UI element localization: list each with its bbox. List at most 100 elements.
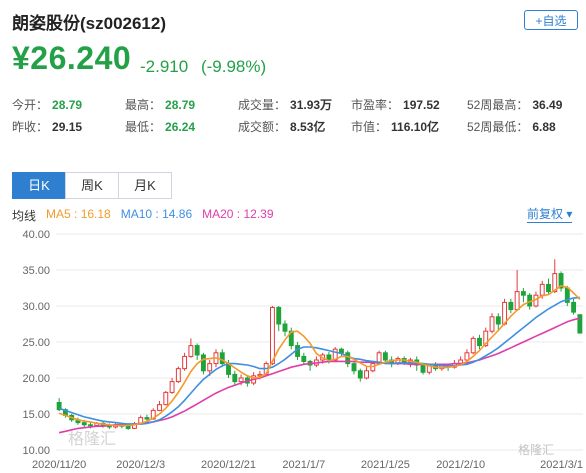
stat-value: 28.79 [165, 98, 196, 112]
change-amount: -2.910 [140, 57, 189, 76]
candle-body [157, 404, 162, 411]
stock-title: 朗姿股份(sz002612) [12, 14, 167, 33]
candle-body [464, 352, 470, 361]
x-tick-label: 2020/11/20 [32, 459, 86, 471]
candle-body [301, 355, 307, 362]
y-tick-label: 25.00 [22, 337, 50, 349]
stat-value: 36.49 [532, 98, 563, 112]
candle-body [520, 291, 526, 296]
candle-body [163, 391, 169, 406]
candle-body [270, 306, 275, 365]
stat-low: 最低： 26.24 [125, 118, 195, 135]
stat-value: 6.88 [532, 120, 556, 134]
candle-body [238, 377, 244, 383]
candle-body [125, 425, 131, 429]
tab-weekly-k[interactable]: 周K [65, 172, 119, 199]
y-tick-label: 30.00 [22, 301, 50, 313]
stat-value: 116.10亿 [391, 120, 440, 134]
add-to-watchlist-button[interactable]: +自选 [524, 10, 578, 30]
stat-open: 今开： 28.79 [12, 96, 82, 113]
ma10-line [58, 296, 580, 425]
stat-value: 31.93万 [290, 98, 333, 112]
candle-body [56, 401, 62, 411]
stat-pe: 市盈率： 197.52 [351, 96, 440, 113]
y-tick-label: 10.00 [22, 445, 50, 457]
candle-body [577, 314, 583, 334]
y-tick-label: 40.00 [22, 229, 50, 241]
x-tick-label: 2021/1/7 [282, 459, 325, 471]
candle-body [558, 273, 564, 289]
stat-label: 昨收： [12, 120, 49, 134]
stat-label: 52周最高： [467, 98, 529, 112]
candle-body [420, 364, 426, 373]
candle-body [508, 301, 514, 311]
y-tick-label: 15.00 [22, 409, 50, 421]
stat-value: 28.79 [52, 98, 83, 112]
candle-body [188, 345, 194, 357]
candle-body [194, 345, 200, 356]
stat-label: 最低： [125, 120, 162, 134]
x-tick-label: 2021/3/1 [540, 459, 583, 471]
candle-body [81, 422, 87, 426]
watermark-logo: 格隆汇 [518, 442, 554, 457]
stat-label: 今开： [12, 98, 49, 112]
legend-ma10: MA10 : 14.86 [120, 207, 193, 221]
candle-body [276, 306, 282, 325]
candle-body [495, 316, 501, 325]
ma20-line [58, 317, 581, 434]
y-tick-label: 20.00 [22, 373, 50, 385]
candle-body [200, 354, 206, 372]
stat-label: 成交量： [238, 98, 287, 112]
candle-body [382, 352, 388, 361]
stat-52w-high: 52周最高： 36.49 [467, 96, 562, 113]
candle-body [470, 337, 476, 354]
stat-label: 最高： [125, 98, 162, 112]
candle-body [552, 273, 558, 293]
change-percent: (-9.98%) [200, 57, 267, 76]
candle-body [546, 283, 551, 293]
candle-body [351, 363, 357, 372]
candle-body [339, 348, 344, 354]
candle-body [571, 301, 577, 313]
stat-52w-low: 52周最低： 6.88 [467, 118, 556, 135]
legend-ma5: MA5 : 16.18 [46, 207, 111, 221]
stat-value: 197.52 [403, 98, 440, 112]
stat-high: 最高： 28.79 [125, 96, 195, 113]
candle-body [345, 352, 351, 365]
stat-value: 8.53亿 [290, 120, 326, 134]
candle-body [539, 283, 545, 296]
ma5-line [58, 284, 581, 427]
kline-period-tabs: 日K 周K 月K [12, 172, 172, 199]
legend-prefix: 均线 [12, 209, 37, 223]
kline-chart: 40.00 35.00 30.00 25.00 20.00 15.00 10.00 2020/… [22, 229, 583, 471]
candle-body [364, 370, 369, 379]
x-tick-label: 2020/12/3 [116, 459, 165, 471]
stat-label: 市值： [351, 120, 388, 134]
stat-value: 29.15 [52, 120, 83, 134]
stat-label: 成交额： [238, 120, 287, 134]
candle-body [175, 368, 181, 383]
ma-legend: 均线 MA5 : 16.18 MA10 : 14.86 MA20 : 12.39 [12, 207, 274, 224]
x-tick-label: 2020/12/21 [201, 459, 256, 471]
stat-market-cap: 市值： 116.10亿 [351, 118, 439, 135]
candle-body [169, 381, 175, 393]
current-price: ¥26.240 [12, 40, 132, 76]
price-change: -2.910 (-9.98%) [140, 57, 266, 77]
stat-prev-close: 昨收： 29.15 [12, 118, 82, 135]
x-tick-label: 2021/1/25 [361, 459, 410, 471]
tab-daily-k[interactable]: 日K [12, 172, 66, 199]
candle-body [88, 424, 93, 427]
candle-body [357, 370, 363, 379]
candle-body [483, 330, 489, 347]
y-tick-label: 35.00 [22, 265, 50, 277]
candle-body [489, 316, 495, 332]
x-tick-label: 2021/2/10 [436, 459, 485, 471]
stat-volume: 成交量： 31.93万 [238, 96, 332, 113]
stat-label: 市盈率： [351, 98, 400, 112]
tab-monthly-k[interactable]: 月K [118, 172, 172, 199]
candle-body [257, 373, 263, 377]
adjust-mode-dropdown[interactable]: 前复权 ▾ [527, 207, 573, 223]
candle-body [182, 355, 188, 370]
candle-body [477, 337, 482, 347]
candle-body [207, 363, 213, 372]
